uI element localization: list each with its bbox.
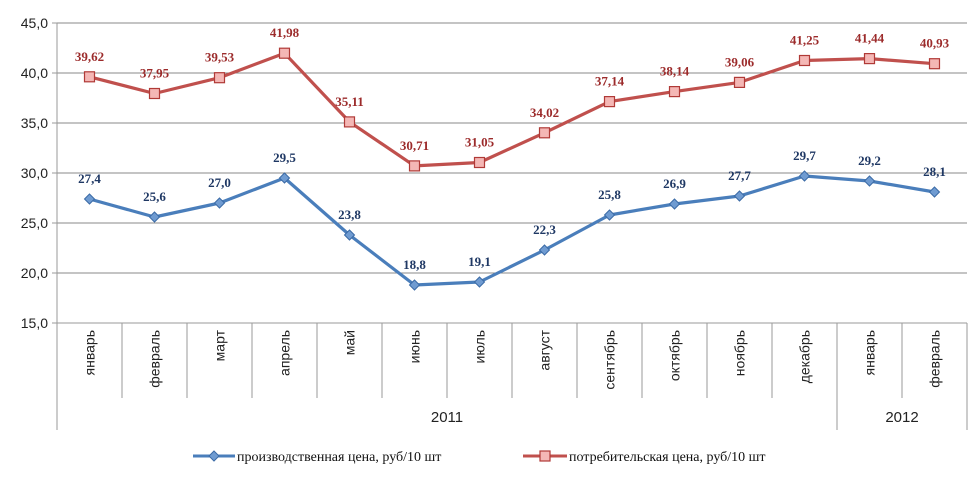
data-label: 29,5 [273, 150, 296, 165]
data-label: 39,62 [75, 49, 104, 64]
point-marker-square [798, 54, 811, 67]
data-label: 23,8 [338, 207, 361, 222]
x-tick-label: июнь [407, 330, 423, 363]
point-marker-square [863, 52, 876, 65]
point-marker-diamond [473, 276, 486, 288]
point-marker-square [148, 87, 161, 100]
data-label: 37,14 [595, 74, 625, 89]
y-tick-label: 15,0 [21, 315, 48, 331]
data-label: 41,98 [270, 25, 300, 40]
legend-label: потребительская цена, руб/10 шт [569, 450, 766, 465]
data-label: 25,8 [598, 187, 621, 202]
data-label: 29,7 [793, 148, 816, 163]
point-marker-square [733, 76, 746, 89]
point-marker-square [603, 95, 616, 108]
data-label: 27,7 [728, 168, 751, 183]
point-marker-diamond [83, 193, 96, 205]
gridlines [57, 22, 967, 274]
series-layer [83, 47, 941, 291]
x-tick-label: июль [472, 330, 488, 363]
axes: 15,0 20,0 25,0 30,0 35,0 40,0 45,0 январь феврал… [21, 15, 968, 430]
point-marker-square [278, 47, 291, 59]
data-labels: 27,4 25,6 27,0 29,5 23,8 18,8 19,1 22,3 25,8 26,9… [75, 25, 950, 272]
data-label: 34,02 [530, 105, 559, 120]
point-marker-diamond [603, 209, 616, 221]
legend-marker-diamond [208, 450, 220, 462]
point-marker-square [473, 156, 486, 169]
data-label: 30,71 [400, 138, 429, 153]
x-tick-label: январь [862, 330, 878, 375]
point-marker-square [83, 71, 96, 83]
legend-marker-square [539, 450, 551, 462]
data-label: 41,44 [855, 31, 885, 46]
point-marker-square [408, 160, 421, 172]
point-marker-diamond [668, 198, 681, 210]
data-label: 41,25 [790, 33, 820, 48]
x-tick-label: сентябрь [602, 330, 618, 390]
legend-label: производственная цена, руб/10 шт [237, 450, 441, 465]
data-label: 26,9 [663, 176, 686, 191]
year-label: 2011 [431, 409, 463, 426]
point-marker-diamond [798, 170, 811, 182]
y-tick-label: 45,0 [21, 15, 48, 31]
data-label: 39,53 [205, 50, 235, 65]
point-marker-diamond [343, 229, 356, 241]
x-tick-label: февраль [927, 330, 943, 388]
data-label: 27,0 [208, 175, 231, 190]
series-line-producer [89, 174, 935, 287]
point-marker-diamond [213, 197, 226, 209]
point-marker-square [928, 58, 941, 70]
point-marker-square [538, 127, 551, 139]
point-marker-diamond [408, 279, 421, 291]
x-tick-label: октябрь [667, 330, 683, 381]
data-label: 29,2 [858, 153, 881, 168]
point-marker-diamond [863, 175, 876, 187]
data-label: 40,93 [920, 36, 950, 51]
series-line-consumer [89, 51, 935, 168]
x-tick-label: август [537, 329, 553, 370]
x-tick-label: ноябрь [732, 330, 748, 376]
data-label: 39,06 [725, 54, 755, 69]
data-label: 18,8 [403, 257, 426, 272]
point-marker-diamond [278, 172, 291, 184]
point-marker-diamond [733, 190, 746, 202]
x-tick-label: январь [82, 330, 98, 375]
x-tick-label: март [212, 329, 228, 361]
y-tick-label: 20,0 [21, 265, 48, 281]
y-tick-label: 30,0 [21, 165, 48, 181]
point-marker-square [343, 116, 356, 128]
y-tick-label: 25,0 [21, 215, 48, 231]
data-label: 31,05 [465, 135, 495, 150]
data-label: 35,11 [335, 94, 364, 109]
year-label: 2012 [885, 409, 918, 426]
data-label: 22,3 [533, 222, 556, 237]
data-label: 38,14 [660, 64, 690, 79]
data-label: 19,1 [468, 254, 491, 269]
point-marker-diamond [538, 244, 551, 256]
x-tick-label: декабрь [797, 330, 813, 383]
x-tick-label: февраль [147, 330, 163, 388]
point-marker-square [668, 85, 681, 98]
x-tick-label: май [342, 330, 358, 355]
y-tick-label: 40,0 [21, 65, 48, 81]
data-label: 25,6 [143, 189, 166, 204]
point-marker-diamond [928, 186, 941, 198]
data-label: 37,95 [140, 66, 170, 81]
point-marker-diamond [148, 211, 161, 223]
data-label: 28,1 [923, 164, 946, 179]
point-marker-square [213, 72, 226, 84]
x-tick-label: апрель [277, 330, 293, 376]
data-label: 27,4 [78, 171, 101, 186]
y-tick-label: 35,0 [21, 115, 48, 131]
legend: производственная цена, руб/10 шт потребит… [193, 450, 766, 465]
